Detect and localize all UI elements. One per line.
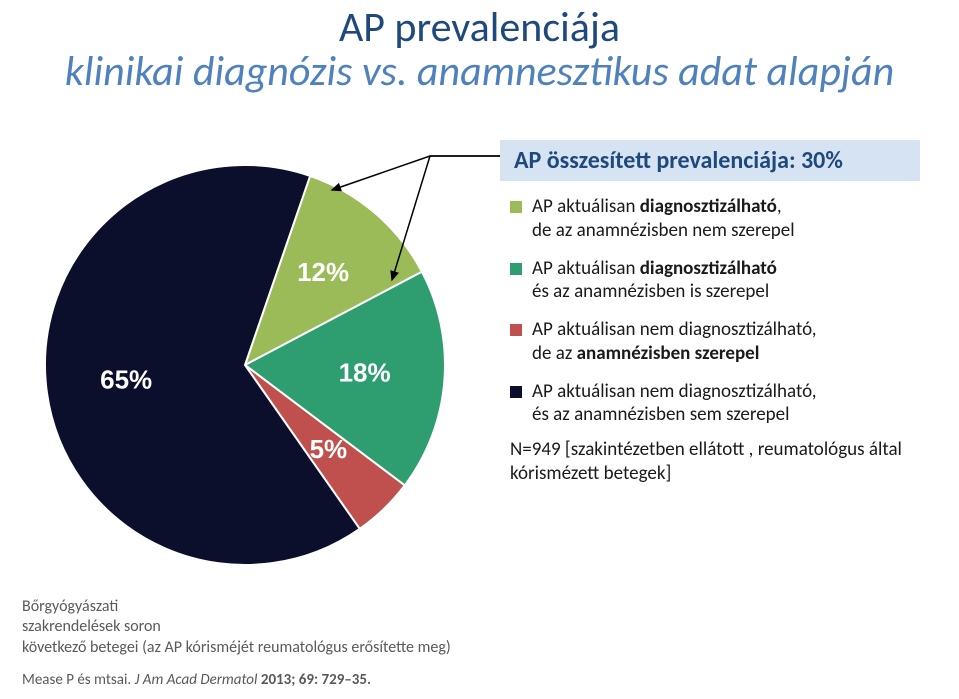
legend-marker [510,324,522,336]
legend-text: AP aktuálisan diagnosztizálhatóés az ana… [532,257,777,305]
title-line2: klinikai diagnózis vs. anamnesztikus ada… [0,50,959,94]
citation: Mease P és mtsai. J Am Acad Dermatol 201… [22,671,371,689]
footnote: Bőrgyógyászati szakrendelések soron köve… [22,597,451,659]
legend-item: AP aktuálisan nem diagnosztizálható,és a… [510,380,930,428]
legend-text: AP aktuálisan diagnosztizálható,de az an… [532,195,795,243]
highlight-box: AP összesített prevalenciája: 30% [500,140,920,181]
legend-text: AP aktuálisan nem diagnosztizálható,és a… [532,380,817,428]
citation-prefix: Mease P és mtsai. [22,671,135,689]
footnote-line2: szakrendelések soron [22,617,451,638]
pie-slice-label: 18% [339,357,391,387]
legend-marker [510,386,522,398]
footnote-line3: következő betegei (az AP kórisméjét reum… [22,638,451,659]
footnote-line1: Bőrgyógyászati [22,597,451,618]
sample-caption: N=949 [szakintézetben ellátott , reumato… [510,438,930,486]
legend-item: AP aktuálisan nem diagnosztizálható,de a… [510,318,930,366]
pie-slice-label: 12% [297,257,349,287]
legend-marker [510,263,522,275]
pie-slice-label: 5% [310,434,348,464]
citation-journal: J Am Acad Dermatol [135,671,261,689]
pie-chart: 12% 18% 5% 65% [20,150,470,580]
legend-marker [510,201,522,213]
pie-slice-label: 65% [100,365,152,395]
legend-item: AP aktuálisan diagnosztizálható,de az an… [510,195,930,243]
legend-text: AP aktuálisan nem diagnosztizálható,de a… [532,318,817,366]
legend: AP aktuálisan diagnosztizálható,de az an… [510,195,930,441]
pie-svg: 12% 18% 5% 65% [20,150,470,580]
title-line1: AP prevalenciája [0,6,959,50]
legend-item: AP aktuálisan diagnosztizálhatóés az ana… [510,257,930,305]
citation-rest: 2013; 69: 729–35. [261,671,371,689]
